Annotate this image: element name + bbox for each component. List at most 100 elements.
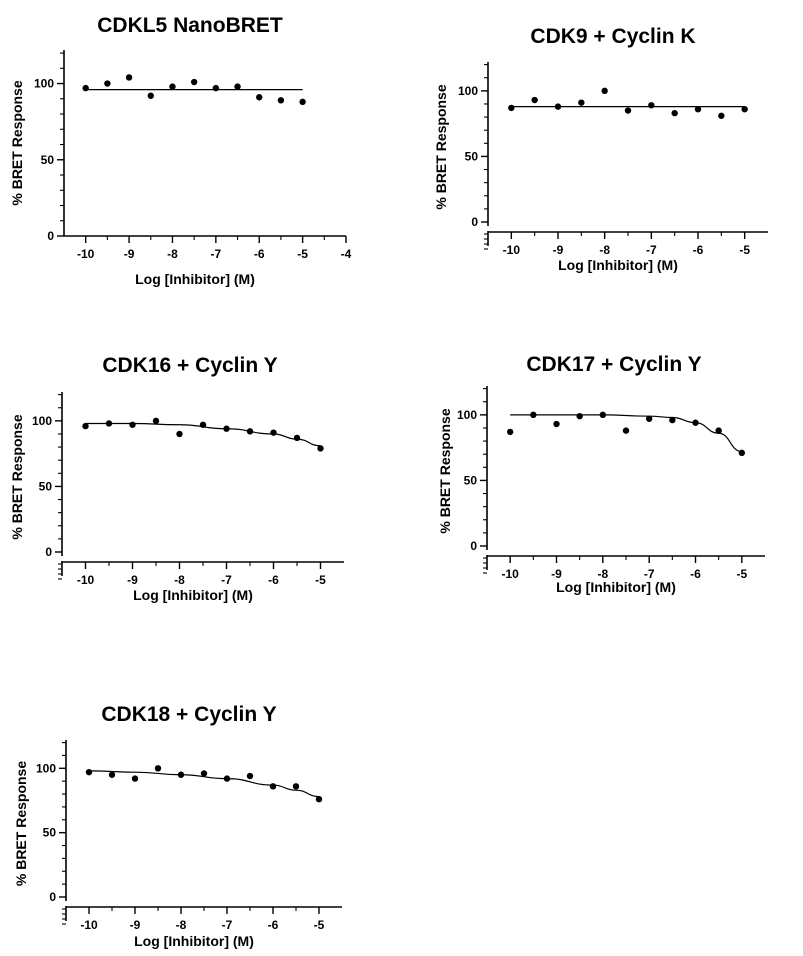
data-point	[599, 411, 607, 419]
x-tick-label: -7	[644, 567, 655, 581]
data-point	[299, 98, 306, 106]
data-point	[131, 775, 139, 782]
x-tick-label: -8	[167, 247, 178, 261]
chart-title: CDK9 + Cyclin K	[530, 25, 695, 48]
x-axis-label: Log [Inhibitor] (M)	[133, 587, 253, 603]
data-point	[223, 775, 231, 782]
x-tick-label: -5	[314, 918, 325, 932]
data-point	[199, 421, 207, 428]
data-point	[105, 420, 113, 427]
data-point	[147, 92, 154, 99]
data-point	[169, 83, 176, 90]
y-tick-label: 50	[39, 479, 53, 493]
data-point	[694, 106, 702, 113]
data-point	[508, 104, 515, 112]
data-point	[645, 415, 653, 422]
x-axis-label: Log [Inhibitor] (M)	[558, 257, 678, 273]
chart-title: CDK17 + Cyclin Y	[526, 353, 701, 376]
data-point	[256, 94, 263, 101]
data-point	[200, 770, 208, 777]
x-tick-label: -8	[176, 918, 187, 932]
data-point	[671, 109, 678, 117]
y-tick-label: 100	[34, 77, 54, 91]
data-point	[152, 417, 160, 425]
data-point	[104, 80, 111, 87]
y-tick-label: 100	[457, 408, 477, 422]
x-tick-label: -10	[77, 573, 95, 587]
y-tick-label: 100	[32, 414, 52, 428]
x-tick-label: -10	[501, 567, 519, 581]
x-axis-label: Log [Inhibitor] (M)	[135, 271, 255, 287]
data-point	[125, 74, 133, 81]
y-tick-label: 0	[470, 539, 477, 553]
y-tick-label: 50	[43, 826, 57, 840]
x-tick-label: -5	[739, 243, 750, 257]
data-point	[246, 772, 254, 780]
x-tick-label: -5	[297, 247, 308, 261]
x-axis-label: Log [Inhibitor] (M)	[556, 579, 676, 595]
y-tick-label: 100	[458, 84, 478, 98]
y-tick-label: 50	[464, 473, 478, 487]
x-tick-label: -4	[341, 247, 352, 261]
x-tick-label: -6	[268, 918, 279, 932]
y-tick-label: 0	[47, 229, 54, 243]
y-axis-label: % BRET Response	[13, 761, 29, 886]
x-tick-label: -6	[268, 573, 279, 587]
y-tick-label: 50	[41, 153, 55, 167]
y-tick-label: 0	[49, 890, 56, 904]
x-tick-label: -7	[646, 243, 657, 257]
data-point	[129, 421, 136, 428]
chart-panel-2: CDK9 + Cyclin K 0 50 100 -10 -9 -8 -7 -6 -5 Log [I…	[433, 25, 768, 273]
data-point	[718, 112, 725, 119]
data-point	[738, 449, 746, 457]
y-axis-label: % BRET Response	[437, 408, 453, 533]
x-tick-label: -9	[130, 918, 141, 932]
data-point	[293, 434, 301, 442]
chart-panel-4: CDK17 + Cyclin Y 0 50 100 -10 -9 -8 -7 -6 -5 Log […	[437, 353, 765, 595]
x-tick-label: -10	[77, 247, 95, 261]
chart-title: CDK16 + Cyclin Y	[102, 354, 277, 377]
data-point	[234, 83, 241, 90]
data-point	[108, 771, 116, 778]
data-point	[553, 420, 560, 428]
x-tick-label: -10	[503, 243, 521, 257]
data-point	[85, 768, 93, 776]
data-point	[82, 422, 89, 430]
y-tick-label: 100	[36, 761, 56, 775]
data-point	[269, 783, 277, 790]
data-point	[624, 107, 632, 114]
x-tick-label: -6	[690, 567, 701, 581]
data-point	[578, 99, 585, 106]
x-tick-label: -7	[222, 918, 233, 932]
chart-title: CDK18 + Cyclin Y	[101, 703, 276, 726]
data-point	[212, 84, 220, 92]
data-point	[506, 428, 514, 436]
x-tick-label: -6	[693, 243, 704, 257]
data-point	[715, 427, 722, 434]
data-point	[177, 771, 185, 778]
x-tick-label: -5	[736, 567, 747, 581]
data-point	[317, 445, 324, 452]
chart-title: CDKL5 NanoBRET	[97, 14, 283, 37]
x-tick-label: -9	[124, 247, 135, 261]
x-tick-label: -5	[315, 573, 326, 587]
x-tick-label: -9	[551, 567, 562, 581]
data-point	[277, 97, 285, 104]
y-axis-label: % BRET Response	[9, 414, 25, 539]
data-point	[622, 427, 630, 434]
x-tick-label: -6	[254, 247, 265, 261]
data-point	[531, 96, 538, 104]
data-point	[176, 430, 183, 438]
y-axis-label: % BRET Response	[9, 80, 25, 205]
data-point	[576, 412, 583, 420]
x-tick-label: -8	[174, 573, 185, 587]
x-tick-label: -8	[599, 243, 610, 257]
data-point	[246, 428, 254, 435]
data-point	[190, 78, 198, 86]
x-axis-label: Log [Inhibitor] (M)	[134, 933, 254, 949]
data-point	[601, 87, 608, 95]
chart-panel-1: CDKL5 NanoBRET 0 50 100 -10 -9 -8 -7 -6 -5 -4 Log […	[9, 14, 352, 287]
data-point	[154, 765, 162, 772]
data-point	[270, 429, 277, 436]
